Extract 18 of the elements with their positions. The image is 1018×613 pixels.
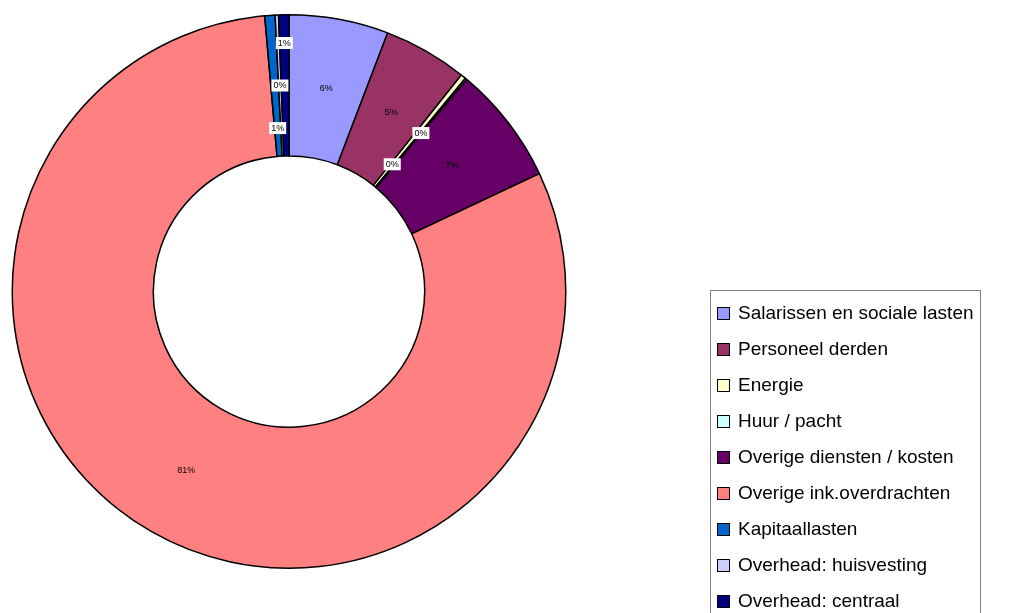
legend-label: Salarissen en sociale lasten	[738, 302, 974, 324]
data-label: 81%	[177, 464, 196, 475]
data-label: 1%	[277, 37, 291, 48]
legend-label: Overige diensten / kosten	[738, 446, 954, 468]
legend-label: Overhead: huisvesting	[738, 554, 928, 576]
legend-label: Kapitaallasten	[738, 518, 858, 540]
data-label: 1%	[271, 122, 285, 133]
data-label: 7%	[445, 160, 459, 171]
data-label: 6%	[319, 83, 333, 94]
data-label: 0%	[273, 80, 287, 91]
data-label: 0%	[385, 158, 399, 169]
data-label: 5%	[384, 106, 398, 117]
legend-label: Overhead: centraal	[738, 590, 900, 612]
legend-label: Huur / pacht	[738, 410, 842, 432]
legend-label: Energie	[738, 374, 804, 396]
legend-label: Personeel derden	[738, 338, 888, 360]
data-label: 0%	[414, 127, 428, 138]
legend-label: Overige ink.overdrachten	[738, 482, 951, 504]
